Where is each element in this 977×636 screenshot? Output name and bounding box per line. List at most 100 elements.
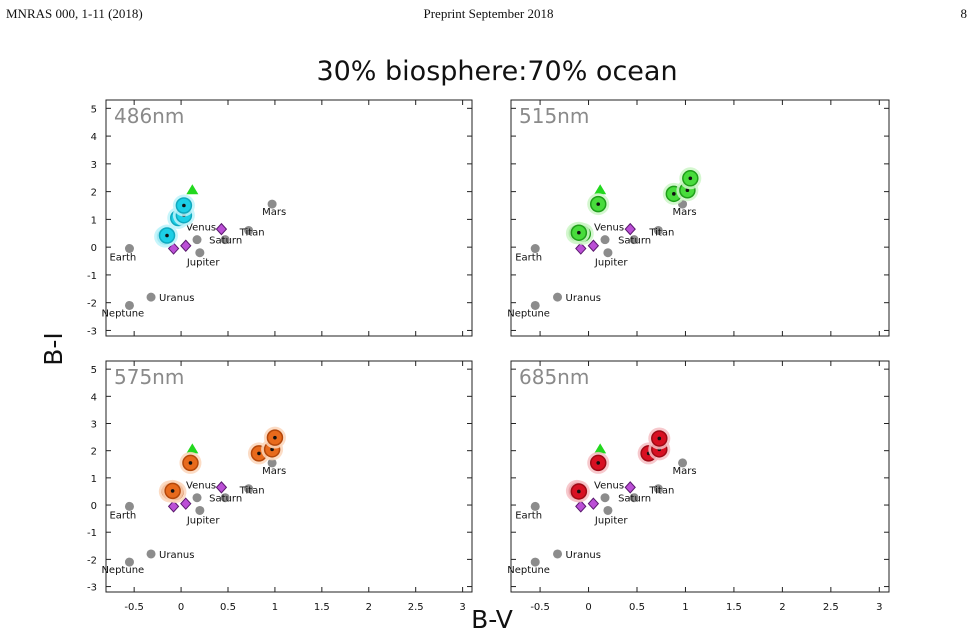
planet-label: Titan — [648, 486, 674, 497]
x-tick-label: -0.5 — [124, 602, 144, 613]
purple-diamond-marker — [215, 222, 228, 236]
planet-point — [603, 248, 613, 258]
planet-point — [146, 549, 156, 559]
planet-label: Earth — [109, 510, 136, 521]
planet-label: Jupiter — [594, 515, 628, 526]
panel-frame — [510, 99, 890, 337]
planet-label: Saturn — [618, 236, 651, 247]
planet-label: Uranus — [566, 550, 601, 561]
y-tick-label: 3 — [91, 420, 97, 431]
y-tick-label: 3 — [91, 160, 97, 171]
planet-point — [124, 244, 134, 254]
y-tick-label: 5 — [91, 365, 97, 376]
green-triangle-marker — [594, 443, 607, 454]
green-triangle-marker — [186, 184, 199, 195]
y-tick-label: -2 — [87, 299, 97, 310]
planet-label: Earth — [515, 510, 542, 521]
panel-wavelength-label: 575nm — [114, 365, 184, 389]
y-tick-label: 5 — [91, 104, 97, 115]
planet-label: Jupiter — [186, 515, 220, 526]
biosphere-center-dot — [577, 489, 581, 494]
x-tick-label: 0 — [585, 602, 591, 613]
biosphere-center-dot — [182, 203, 186, 208]
planet-point — [553, 549, 563, 559]
panel-685nm: -0.5 0 0.5 1 1.5 2 2.5 3 685nm Earth Venus Jupiter S… — [507, 360, 890, 613]
x-tick-label: -0.5 — [530, 602, 550, 613]
purple-diamond-marker — [624, 481, 636, 494]
planet-point — [678, 458, 688, 468]
purple-diamond-marker — [587, 497, 600, 510]
planet-point — [603, 505, 613, 515]
purple-diamond-marker — [167, 500, 180, 513]
panel-frame — [105, 99, 473, 337]
y-tick-label: 4 — [91, 132, 97, 143]
planet-point — [244, 225, 254, 235]
y-tick-label: -1 — [87, 528, 97, 539]
biosphere-center-dot — [170, 489, 175, 493]
biosphere-center-dot — [273, 435, 277, 440]
panel-frame — [105, 360, 473, 593]
planet-label: Titan — [239, 227, 265, 238]
planet-point — [195, 505, 205, 515]
planet-point — [553, 292, 563, 302]
planet-point — [192, 493, 202, 503]
biosphere-center-dot — [596, 461, 601, 465]
planet-point — [146, 292, 156, 302]
y-tick-label: -3 — [87, 326, 97, 337]
planet-label: Saturn — [618, 494, 651, 505]
figure-title: 30% biosphere:70% ocean — [316, 56, 677, 87]
y-tick-label: 1 — [91, 474, 97, 485]
purple-diamond-marker — [215, 481, 228, 494]
purple-diamond-marker — [587, 239, 600, 253]
x-tick-label: 0 — [178, 602, 184, 613]
y-tick-label: -3 — [87, 583, 97, 594]
planet-point — [629, 235, 639, 245]
planet-point — [124, 501, 134, 511]
biosphere-center-dot — [165, 233, 169, 238]
planet-point — [629, 493, 639, 503]
planet-label: Venus — [594, 481, 624, 492]
x-tick-label: 2 — [366, 602, 372, 613]
planet-label: Jupiter — [186, 258, 220, 269]
panel-wavelength-label: 486nm — [114, 104, 184, 128]
purple-diamond-marker — [624, 222, 636, 236]
planet-label: Venus — [594, 223, 624, 234]
purple-diamond-marker — [180, 239, 192, 253]
planet-label: Mars — [262, 466, 286, 477]
planet-point — [653, 225, 663, 235]
planet-point — [220, 235, 230, 245]
preprint-date: Preprint September 2018 — [423, 6, 554, 21]
planet-label: Mars — [673, 466, 697, 477]
planet-point — [653, 484, 663, 494]
panel-486nm: -3 -2 -1 0 1 2 3 4 5 486nm Earth Venus Jupiter Saturn… — [87, 99, 473, 337]
planet-label: Uranus — [159, 550, 194, 561]
green-triangle-marker — [594, 184, 607, 195]
panel-frame — [510, 360, 890, 593]
biosphere-center-dot — [596, 202, 601, 206]
x-tick-label: 3 — [459, 602, 465, 613]
planet-label: Titan — [648, 227, 674, 238]
y-tick-label: 2 — [91, 188, 97, 199]
panel-grid: -3 -2 -1 0 1 2 3 4 5 486nm Earth Venus Jupiter Saturn… — [87, 99, 890, 613]
y-tick-label: 2 — [91, 447, 97, 458]
biosphere-center-dot — [657, 436, 662, 441]
biosphere-center-dot — [257, 451, 261, 456]
panel-wavelength-label: 515nm — [519, 104, 589, 128]
x-tick-label: 1 — [682, 602, 688, 613]
x-tick-label: 2 — [779, 602, 785, 613]
x-tick-label: 1 — [272, 602, 278, 613]
planet-point — [220, 493, 230, 503]
biosphere-center-dot — [672, 192, 676, 196]
x-tick-label: 0.5 — [629, 602, 645, 613]
biosphere-center-dot — [188, 461, 193, 465]
planet-point — [244, 484, 254, 494]
x-tick-label: 1.5 — [314, 602, 330, 613]
planet-label: Earth — [109, 253, 136, 264]
panel-575nm: -3 -2 -1 0 1 2 3 4 5 -0.5 0 0.5 1 1.5 2 2.5 3 575nm Earth V… — [87, 360, 473, 613]
planet-label: Mars — [673, 207, 697, 218]
y-tick-label: 1 — [91, 215, 97, 226]
planet-label: Titan — [239, 486, 265, 497]
x-tick-label: 1.5 — [726, 602, 742, 613]
